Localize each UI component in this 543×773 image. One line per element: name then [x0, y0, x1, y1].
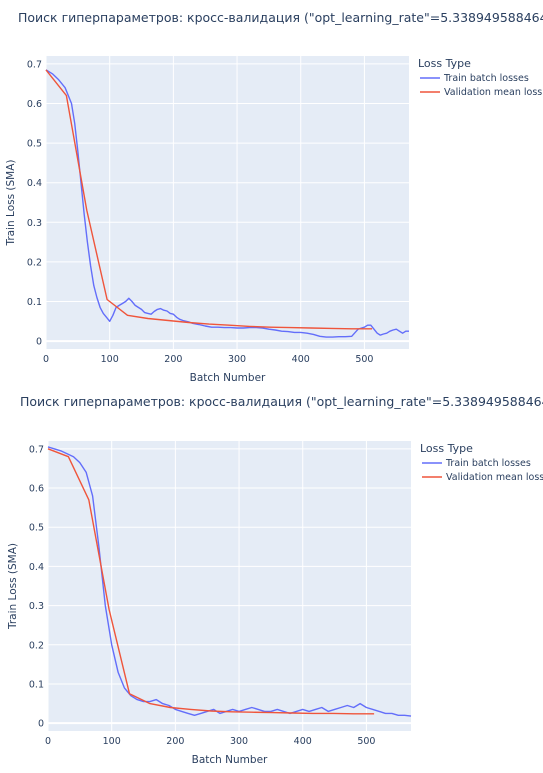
x-tick-label: 300	[230, 736, 248, 747]
chart-panel-1: Поиск гиперпараметров: кросс-валидация (…	[0, 0, 543, 385]
x-axis-title: Batch Number	[192, 754, 268, 766]
y-tick-label: 0.7	[29, 444, 44, 455]
y-tick-label: 0.3	[29, 601, 44, 612]
legend-label: Train batch losses	[445, 458, 531, 469]
series-line-train	[47, 446, 412, 717]
legend-title: Loss Type	[418, 57, 471, 70]
y-tick-label: 0.6	[27, 99, 42, 110]
legend-label: Validation mean loss	[446, 472, 543, 483]
chart-1-svg: 0 100 200 300 400 500 0 0.1 0.2 0.3 0.4 0.5 0.6 0.7 Ba…	[5, 56, 542, 384]
plot-area	[48, 441, 411, 731]
x-tick-label: 400	[294, 736, 312, 747]
x-tick-label: 100	[103, 736, 121, 747]
x-tick-label: 300	[228, 354, 246, 365]
x-tick-label: 0	[43, 354, 49, 365]
y-tick-label: 0.2	[29, 640, 44, 651]
chart-panel-2: Поиск гиперпараметров: кросс-валидация (…	[0, 385, 543, 773]
legend-label: Validation mean loss	[444, 87, 542, 98]
y-tick-label: 0.1	[27, 297, 42, 308]
x-axis-title: Batch Number	[190, 372, 266, 384]
x-tick-label: 500	[357, 736, 375, 747]
y-tick-label: 0.1	[29, 679, 44, 690]
x-tick-label: 400	[292, 354, 310, 365]
chart-title: Поиск гиперпараметров: кросс-валидация (…	[20, 394, 543, 409]
legend-title: Loss Type	[420, 442, 473, 455]
y-tick-label: 0.7	[27, 59, 42, 70]
y-tick-label: 0.5	[27, 139, 42, 150]
x-tick-label: 0	[45, 736, 51, 747]
chart-2-svg: 0 100 200 300 400 500 0 0.1 0.2 0.3 0.4 0.5 0.6 0.7 Ba…	[7, 441, 543, 766]
y-axis-title: Train Loss (SMA)	[5, 160, 17, 247]
y-tick-label: 0.4	[27, 178, 42, 189]
y-tick-label: 0.6	[29, 484, 44, 495]
x-tick-label: 200	[164, 354, 182, 365]
y-tick-label: 0.2	[27, 257, 42, 268]
x-tick-label: 200	[166, 736, 184, 747]
y-tick-label: 0	[36, 337, 42, 348]
x-tick-label: 100	[101, 354, 119, 365]
y-tick-label: 0.5	[29, 523, 44, 534]
chart-title: Поиск гиперпараметров: кросс-валидация (…	[18, 10, 543, 25]
y-tick-label: 0.4	[29, 562, 44, 573]
x-tick-label: 500	[355, 354, 373, 365]
series-line-validation	[45, 69, 373, 330]
y-tick-label: 0	[38, 719, 44, 730]
legend-label: Train batch losses	[443, 73, 529, 84]
plot-area	[46, 56, 409, 349]
y-axis-title: Train Loss (SMA)	[7, 543, 19, 630]
series-line-validation	[47, 448, 375, 715]
y-tick-label: 0.3	[27, 218, 42, 229]
